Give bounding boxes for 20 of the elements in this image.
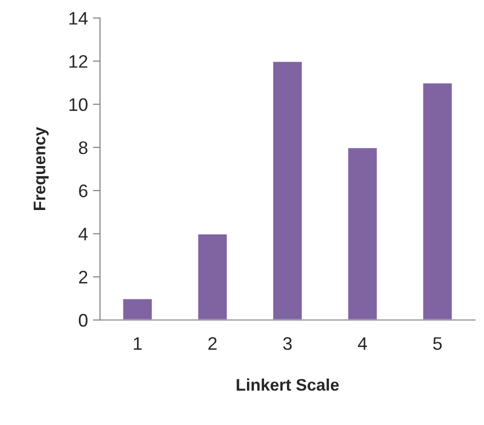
y-tick-label: 2	[79, 270, 88, 284]
x-tick-label: 2	[208, 337, 217, 350]
x-axis-title: Linkert Scale	[236, 378, 339, 391]
y-tick-label: 4	[78, 228, 88, 240]
x-tick-label: 5	[433, 337, 442, 350]
bar	[272, 60, 304, 320]
y-tick-label: 12	[69, 55, 88, 68]
bar	[122, 298, 154, 320]
y-tick-label: 14	[69, 12, 88, 25]
x-tick-label: 4	[358, 337, 367, 350]
bar	[346, 146, 378, 320]
bar	[422, 82, 454, 320]
x-tick-label: 1	[134, 337, 142, 350]
y-tick-label: 10	[69, 98, 88, 112]
y-tick-label: 0	[78, 314, 88, 327]
y-tick-label: 6	[79, 184, 88, 198]
y-axis-title: Frequency	[34, 126, 49, 210]
x-tick-label: 3	[283, 337, 292, 350]
bar	[196, 233, 228, 320]
y-tick-label: 8	[78, 141, 88, 154]
